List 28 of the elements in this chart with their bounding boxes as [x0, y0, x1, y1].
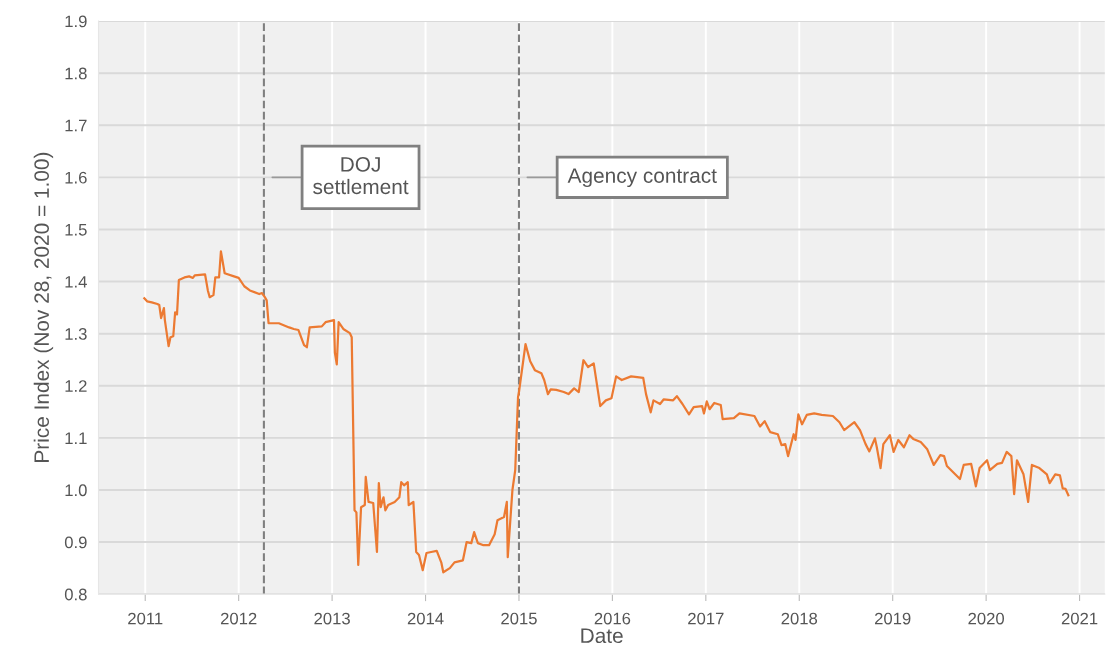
y-tick-label: 1.6	[65, 171, 87, 184]
x-tick-label: 2016	[594, 612, 631, 625]
x-tick-label: 2020	[968, 612, 1005, 625]
y-tick-label: 1.4	[65, 276, 87, 288]
y-axis-title: Price Index (Nov 28, 2020 = 1.00)	[33, 152, 54, 462]
x-tick-label: 2017	[688, 612, 724, 625]
x-tick-label: 2015	[501, 612, 537, 625]
y-tick-label: 1.5	[65, 224, 87, 236]
y-tick-label: 1.2	[65, 380, 87, 392]
x-tick-label: 2012	[220, 612, 257, 625]
y-tick-label: 1.9	[65, 15, 87, 28]
y-tick-label: 0.9	[64, 536, 87, 549]
y-tick-label: 1.1	[65, 432, 87, 444]
y-tick-label: 1.0	[65, 484, 87, 497]
y-tick-label: 1.8	[65, 67, 87, 80]
x-axis-title: Date	[581, 628, 623, 644]
line-series	[143, 250, 1070, 574]
x-tick-label: 2019	[875, 612, 911, 625]
y-tick-label: 0.8	[64, 588, 87, 601]
ref-line-label: Agency contract	[567, 168, 717, 188]
x-tick-label: 2014	[407, 612, 444, 625]
x-tick-label: 2018	[781, 612, 818, 625]
x-tick-label: 2021	[1061, 612, 1098, 625]
y-tick-label: 1.7	[65, 119, 87, 132]
ref-line-label: DOJ settlement	[313, 156, 409, 195]
x-tick-label: 2013	[314, 612, 350, 625]
y-tick-label: 1.3	[65, 328, 87, 340]
x-tick-label: 2011	[128, 612, 163, 625]
